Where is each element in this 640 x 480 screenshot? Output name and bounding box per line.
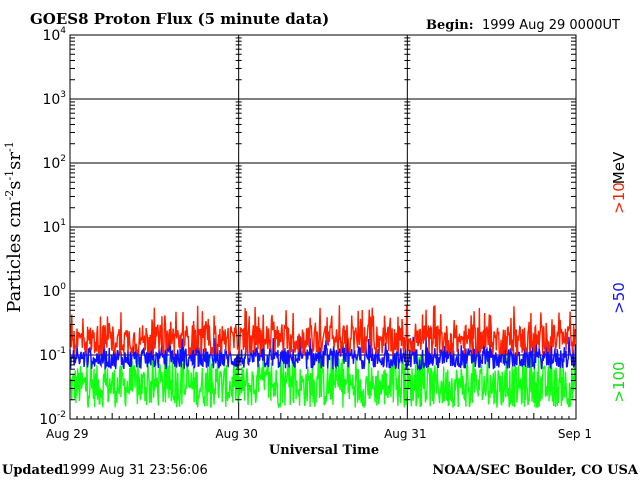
x-tick-label: Sep 1 [558,427,592,441]
unit-label: MeV [610,151,628,184]
series-line-gt100 [69,355,577,410]
x-tick-label: Aug 30 [215,427,258,441]
y-tick-label: 101 [42,218,66,236]
series-line-gt10 [69,305,577,357]
y-tick-label: 10-1 [39,346,66,364]
updated-value: 1999 Aug 31 23:56:06 [62,463,208,478]
plot-frame [69,34,577,420]
x-axis-title: Universal Time [269,443,379,458]
updated-label: Updated [2,463,63,478]
x-tick-labels: Aug 29 Aug 30 Aug 31 Sep 1 [46,427,592,441]
x-tick-label: Aug 29 [46,427,89,441]
begin-label: Begin: [426,18,474,33]
chart-title: GOES8 Proton Flux (5 minute data) [30,10,329,28]
y-tick-label: 100 [42,282,66,300]
y-tick-label: 104 [42,26,66,44]
y-tick-labels: 10-2 10-1 100 101 102 103 104 [39,26,66,428]
begin-value: 1999 Aug 29 0000UT [482,18,620,33]
series-line-gt50 [69,335,577,371]
y-tick-label: 103 [42,90,66,108]
credit-text: NOAA/SEC Boulder, CO USA [432,463,639,478]
y-tick-label: 10-2 [39,410,66,428]
legend-gt100: >100 [610,361,628,402]
y-tick-label: 102 [42,154,66,172]
y-axis-title: Particles cm-2s-1sr-1 [3,141,25,312]
x-tick-label: Aug 31 [384,427,427,441]
legend-gt50: >50 [610,282,628,314]
right-legend: MeV >10 >50 >100 [610,151,628,403]
legend-gt10: >10 [610,182,628,214]
series-layer [69,305,577,410]
